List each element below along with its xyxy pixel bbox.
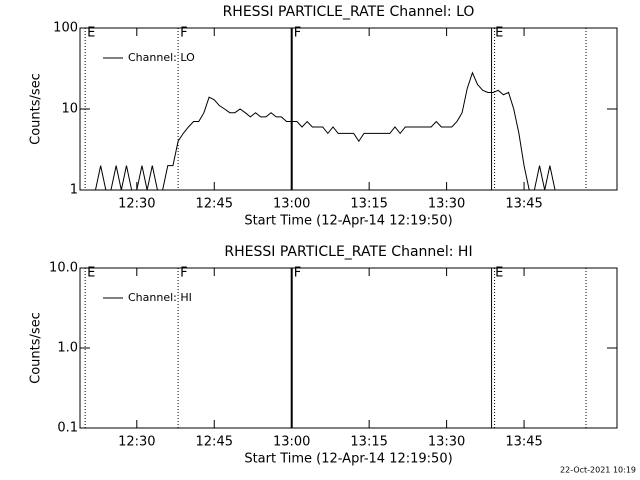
x-tick-label: 12:45 [196, 435, 233, 450]
flag-label: F [294, 26, 301, 41]
x-tick-label: 13:45 [505, 197, 542, 212]
x-tick-label: 12:30 [118, 435, 155, 450]
x-axis-label: Start Time (12-Apr-14 12:19:50) [244, 214, 452, 229]
x-tick-label: 13:00 [273, 197, 310, 212]
y-axis-label: Counts/sec [29, 73, 44, 145]
y-axis-label: Counts/sec [29, 312, 44, 384]
x-tick-label: 13:00 [273, 435, 310, 450]
flag-label: E [495, 26, 503, 41]
y-tick-label: 10 [61, 102, 78, 117]
y-tick-label: 1.0 [57, 341, 78, 356]
flag-label: E [87, 26, 95, 41]
y-tick-label: 0.1 [57, 421, 78, 436]
flag-label: F [294, 266, 301, 281]
x-tick-label: 13:30 [428, 435, 465, 450]
y-tick-label: 1 [70, 183, 78, 198]
data-line [85, 71, 561, 191]
legend-label: Channel: LO [128, 51, 195, 64]
x-axis-label: Start Time (12-Apr-14 12:19:50) [244, 452, 452, 467]
x-tick-label: 13:45 [505, 435, 542, 450]
x-tick-label: 13:30 [428, 197, 465, 212]
x-tick-label: 13:15 [350, 197, 387, 212]
flag-label: F [180, 266, 187, 281]
y-tick-label: 10.0 [49, 261, 78, 276]
chart-title: RHESSI PARTICLE_RATE Channel: LO [223, 4, 475, 20]
y-tick-label: 100 [53, 21, 78, 36]
flag-label: E [495, 266, 503, 281]
flag-label: E [87, 266, 95, 281]
x-tick-label: 12:45 [196, 197, 233, 212]
flag-label: F [180, 26, 187, 41]
x-tick-label: 12:30 [118, 197, 155, 212]
legend-label: Channel: HI [128, 291, 192, 304]
x-tick-label: 13:15 [350, 435, 387, 450]
footer: 22-Oct-2021 10:19 [560, 466, 636, 475]
chart-title: RHESSI PARTICLE_RATE Channel: HI [224, 244, 472, 260]
